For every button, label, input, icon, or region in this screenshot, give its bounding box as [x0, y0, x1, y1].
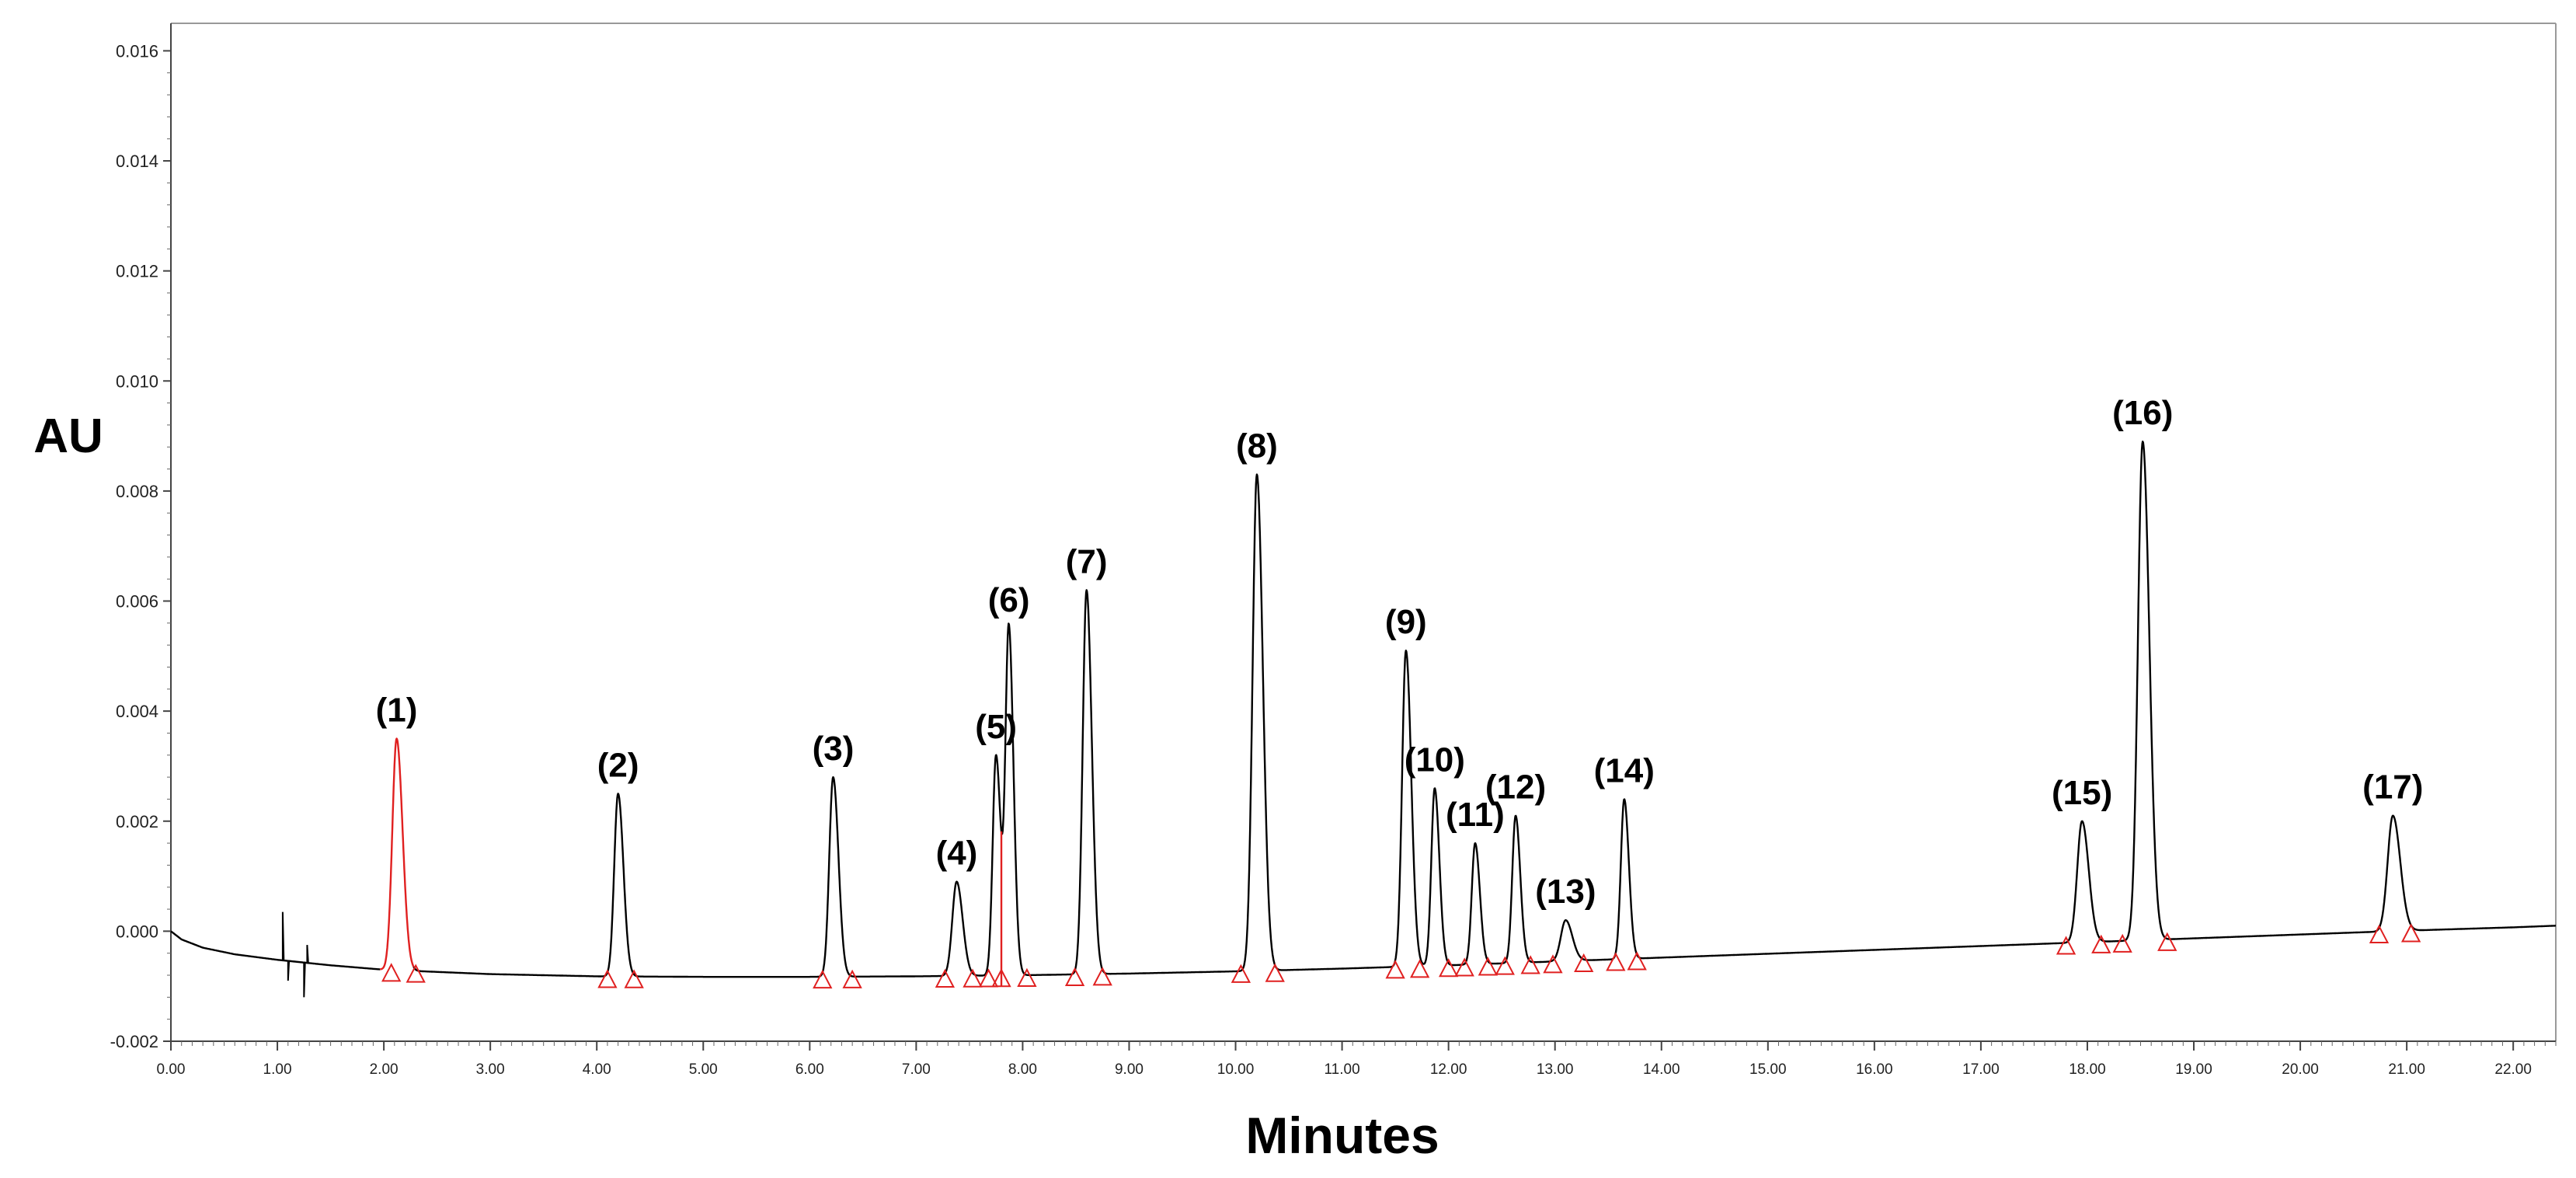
peak-label: (5): [975, 708, 1017, 746]
peak-label: (8): [1236, 427, 1278, 465]
y-tick-label: 0.006: [116, 592, 158, 612]
trace-segment: [170, 930, 381, 971]
x-tick-label: 22.00: [2494, 1061, 2532, 1078]
y-tick-label: 0.008: [116, 482, 158, 501]
integration-marker: [1231, 964, 1251, 983]
x-tick-label: 20.00: [2282, 1061, 2319, 1078]
peak-label: (1): [376, 692, 418, 730]
x-tick-label: 21.00: [2388, 1061, 2425, 1078]
x-tick-label: 1.00: [263, 1061, 292, 1078]
peak-label: (13): [1535, 873, 1596, 911]
x-tick-label: 3.00: [476, 1061, 505, 1078]
x-tick-label: 2.00: [370, 1061, 399, 1078]
integration-marker: [842, 969, 862, 988]
integration-marker: [1520, 955, 1540, 974]
peak-label: (11): [1446, 796, 1505, 834]
x-tick-label: 8.00: [1008, 1061, 1037, 1078]
peak-label: (12): [1485, 768, 1546, 807]
integration-marker: [963, 968, 983, 988]
peak-label: (7): [1066, 542, 1108, 580]
x-tick-label: 18.00: [2069, 1061, 2106, 1078]
integration-marker: [1409, 959, 1430, 978]
y-axis-title: AU: [33, 410, 103, 463]
x-tick-label: 12.00: [1430, 1061, 1467, 1078]
peak-label: (6): [988, 581, 1030, 619]
integration-marker: [406, 964, 426, 983]
peak-label: (3): [813, 730, 855, 768]
peak-label: (14): [1594, 751, 1655, 789]
integration-marker: [1606, 952, 1626, 971]
peak-label: (4): [936, 835, 978, 873]
trace-segment: [413, 441, 2557, 978]
integration-marker: [2157, 932, 2177, 951]
integration-marker: [1495, 956, 1515, 975]
peak-label: (2): [597, 746, 639, 784]
highlighted-peak-segment: [379, 737, 415, 971]
y-tick-label: -0.002: [110, 1032, 158, 1051]
x-tick-label: 4.00: [583, 1061, 611, 1078]
integration-marker: [813, 969, 833, 989]
y-tick-label: 0.002: [116, 812, 158, 831]
peak-label: (15): [2052, 774, 2112, 812]
peak-label: (9): [1385, 603, 1427, 641]
x-tick-label: 7.00: [902, 1061, 931, 1078]
noise-spikes: [281, 911, 309, 998]
y-tick-label: 0.010: [116, 371, 158, 391]
integration-marker: [2400, 923, 2421, 943]
x-axis-ticks: 0.00 1.00 2.00 3.00 4.00 5.00 6.00 7.00 8.00 9.00…: [157, 1041, 2557, 1078]
integration-marker: [2112, 933, 2132, 953]
chromatogram-trace: [170, 441, 2557, 998]
integration-marker: [1064, 967, 1085, 986]
peak-label: (16): [2112, 394, 2173, 432]
peak-label: (17): [2362, 768, 2423, 807]
integration-marker: [1092, 967, 1112, 986]
integration-marker: [1627, 951, 1647, 971]
peak-label: (10): [1405, 741, 1465, 779]
integration-marker: [978, 968, 999, 988]
x-tick-label: 10.00: [1217, 1061, 1255, 1078]
x-tick-label: 0.00: [157, 1061, 186, 1078]
y-tick-label: 0.012: [116, 262, 158, 281]
x-tick-label: 17.00: [1962, 1061, 2000, 1078]
x-tick-label: 16.00: [1856, 1061, 1893, 1078]
integration-marker: [2056, 936, 2076, 955]
integration-marker: [381, 963, 402, 982]
x-tick-label: 11.00: [1325, 1061, 1360, 1078]
integration-marker: [1017, 967, 1037, 987]
integration-marker: [1543, 954, 1563, 974]
peak-labels: (1) (2) (3) (4) (5) (6) (7) (8) (9) (10) (11)(12) (…: [376, 394, 2424, 911]
y-axis-ticks: -0.002 0.000 0.002 0.004 0.006 0.008 0.010 0.01…: [110, 41, 171, 1051]
x-axis-title: Minutes: [1245, 1107, 1439, 1164]
x-tick-label: 19.00: [2175, 1061, 2212, 1078]
integration-marker: [935, 968, 956, 988]
x-tick-label: 15.00: [1749, 1061, 1787, 1078]
y-tick-label: 0.004: [116, 702, 158, 721]
integration-marker: [1574, 953, 1594, 972]
integration-marker: [624, 969, 644, 988]
integration-markers: [381, 923, 2421, 989]
x-tick-label: 9.00: [1115, 1061, 1144, 1078]
integration-marker: [1454, 957, 1474, 977]
integration-marker: [1265, 963, 1285, 982]
integration-marker: [2091, 934, 2111, 953]
integration-marker: [2369, 924, 2390, 943]
integration-marker: [1438, 958, 1459, 978]
integration-marker: [1385, 960, 1405, 979]
x-tick-label: 6.00: [795, 1061, 824, 1078]
x-tick-label: 5.00: [689, 1061, 718, 1078]
x-tick-label: 13.00: [1537, 1061, 1574, 1078]
y-tick-label: 0.016: [116, 41, 158, 61]
x-tick-label: 14.00: [1643, 1061, 1680, 1078]
y-tick-label: 0.014: [116, 152, 158, 171]
y-tick-label: 0.000: [116, 922, 158, 941]
integration-marker: [597, 969, 618, 988]
integration-marker: [991, 968, 1011, 988]
integration-marker: [1478, 957, 1499, 976]
